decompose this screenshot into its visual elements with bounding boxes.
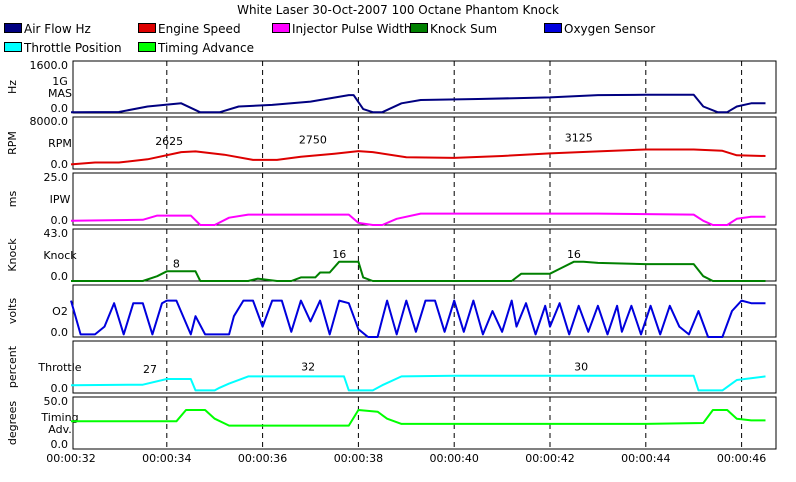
legend-label: Injector Pulse Width — [292, 22, 412, 36]
y-tick-label: 0.0 — [51, 438, 69, 451]
axis-unit-label: Hz — [6, 80, 19, 94]
legend-item-throttle-position: Throttle Position — [4, 41, 122, 55]
series-label: Adv. — [48, 423, 71, 436]
legend-swatch — [272, 23, 290, 33]
series-label: Timing — [40, 411, 78, 424]
x-tick-label: 00:00:44 — [621, 452, 670, 465]
panel-frame — [72, 340, 777, 394]
axis-unit-label: percent — [6, 345, 19, 388]
series-label: IPW — [50, 193, 71, 206]
legend-item-oxygen-sensor: Oxygen Sensor — [544, 22, 655, 36]
x-tick-label: 00:00:40 — [429, 452, 478, 465]
series-line-rpm — [70, 148, 766, 166]
legend-item-timing-advance: Timing Advance — [138, 41, 254, 55]
panel-frame — [72, 172, 777, 226]
x-tick-label: 00:00:38 — [334, 452, 383, 465]
axis-unit-label: RPM — [6, 131, 19, 155]
y-tick-label: 1600.0 — [30, 59, 69, 72]
legend-label: Knock Sum — [430, 22, 498, 36]
series-line-knock — [71, 260, 766, 282]
legend-swatch — [544, 23, 562, 33]
series-label: 1G — [52, 75, 68, 88]
y-tick-label: 0.0 — [51, 158, 69, 171]
legend-label: Throttle Position — [24, 41, 122, 55]
legend-label: Oxygen Sensor — [564, 22, 656, 36]
data-annotation: 8 — [173, 258, 180, 271]
x-tick-label: 00:00:46 — [717, 452, 766, 465]
legend-item-engine-speed: Engine Speed — [138, 22, 241, 36]
legend-swatch — [138, 42, 156, 52]
panel-frame — [72, 284, 777, 338]
legend-item-air-flow: Air Flow Hz — [4, 22, 91, 36]
series-label: Throttle — [37, 361, 81, 374]
data-annotation: 32 — [301, 361, 315, 374]
y-tick-label: 0.0 — [51, 102, 69, 115]
series-label: MAS — [48, 87, 72, 100]
y-tick-label: 43.0 — [44, 227, 69, 240]
data-annotation: 2750 — [299, 134, 327, 147]
y-tick-label: 25.0 — [44, 171, 69, 184]
series-line-degrees — [71, 409, 766, 427]
chart-title: White Laser 30-Oct-2007 100 Octane Phant… — [237, 3, 559, 17]
y-tick-label: 0.0 — [51, 214, 69, 227]
legend-swatch — [4, 23, 22, 33]
axis-unit-label: volts — [6, 298, 19, 325]
data-annotation: 16 — [332, 248, 346, 261]
x-tick-label: 00:00:32 — [46, 452, 95, 465]
data-annotation: 16 — [567, 248, 581, 261]
x-tick-label: 00:00:36 — [238, 452, 287, 465]
legend-label: Engine Speed — [158, 22, 241, 36]
legend-label: Timing Advance — [158, 41, 255, 55]
axis-unit-label: degrees — [6, 401, 19, 446]
panel-frame — [72, 396, 777, 450]
data-annotation: 2625 — [155, 135, 183, 148]
legend-swatch — [4, 42, 22, 52]
axis-unit-label: Knock — [6, 238, 19, 272]
y-tick-label: 50.0 — [44, 395, 69, 408]
y-tick-label: 0.0 — [51, 270, 69, 283]
y-tick-label: 0.0 — [51, 326, 69, 339]
data-annotation: 27 — [143, 363, 157, 376]
series-label: RPM — [48, 137, 72, 150]
legend-swatch — [138, 23, 156, 33]
legend-swatch — [410, 23, 428, 33]
series-line-volts — [70, 299, 766, 338]
series-line-percent — [70, 374, 766, 392]
legend-item-knock-sum: Knock Sum — [410, 22, 497, 36]
series-label: O2 — [52, 305, 68, 318]
panel-frame — [72, 60, 777, 114]
series-label: Knock — [43, 249, 77, 262]
data-annotation: 30 — [574, 361, 588, 374]
series-line-ms — [70, 212, 766, 226]
x-tick-label: 00:00:34 — [142, 452, 191, 465]
legend-item-injector-pulse-width: Injector Pulse Width — [272, 22, 412, 36]
x-tick-label: 00:00:42 — [525, 452, 574, 465]
axis-unit-label: ms — [6, 191, 19, 208]
panel-frame — [72, 116, 777, 170]
panel-frame — [72, 228, 777, 282]
y-tick-label: 0.0 — [51, 382, 69, 395]
series-line-hz — [70, 93, 766, 114]
legend-label: Air Flow Hz — [24, 22, 91, 36]
y-tick-label: 8000.0 — [30, 115, 69, 128]
data-annotation: 3125 — [565, 132, 593, 145]
